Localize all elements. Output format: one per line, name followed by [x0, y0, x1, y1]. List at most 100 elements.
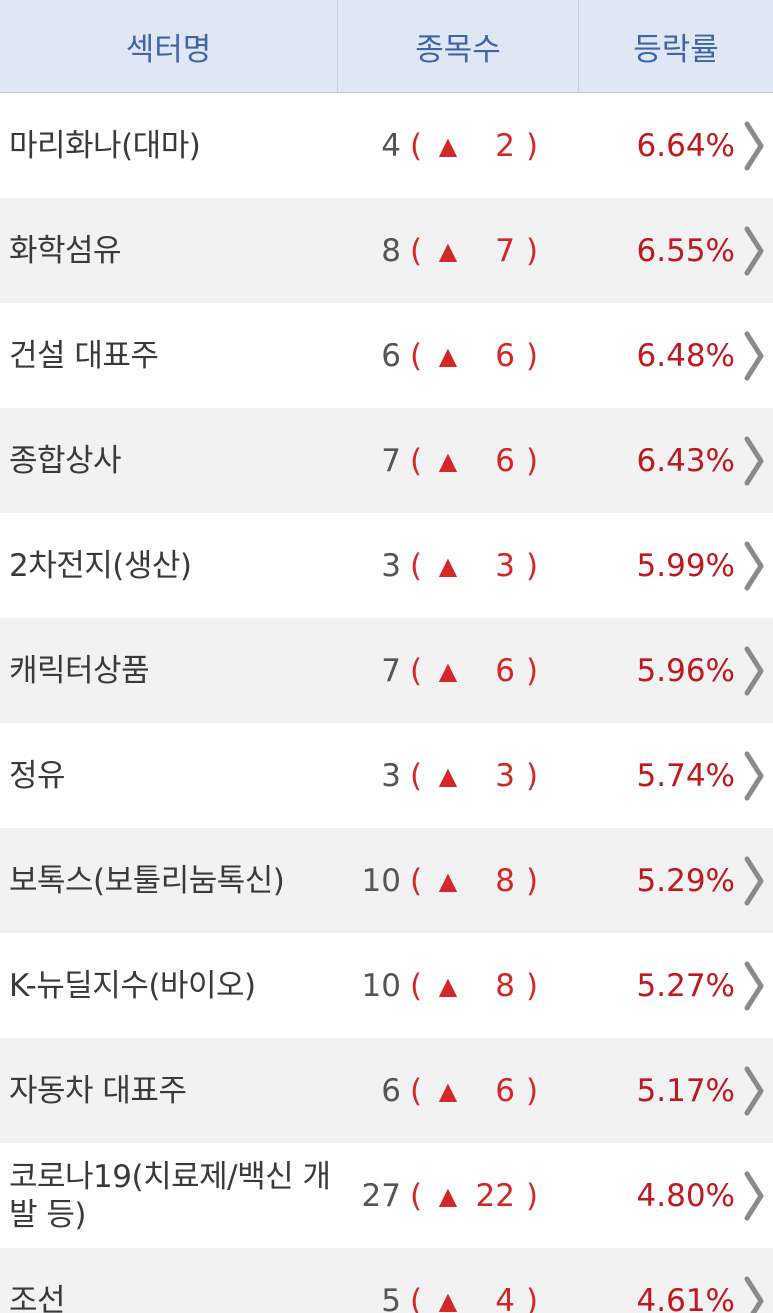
change-rate: 5.96% — [636, 652, 735, 689]
rising-count: 2 — [495, 127, 515, 164]
table-row[interactable]: 건설 대표주 6(▲ 6) 6.48% — [0, 303, 773, 408]
open-paren: ( — [409, 652, 423, 689]
close-paren: ) — [525, 547, 539, 584]
rising-count: 4 — [495, 1282, 515, 1313]
rising-count: 7 — [495, 232, 515, 269]
table-row[interactable]: 화학섬유 8(▲ 7) 6.55% — [0, 198, 773, 303]
total-count: 6 — [381, 337, 401, 374]
chevron-right-icon[interactable] — [735, 1276, 773, 1313]
chevron-right-icon[interactable] — [735, 646, 773, 696]
chevron-right-icon[interactable] — [735, 1066, 773, 1116]
chevron-right-icon[interactable] — [735, 121, 773, 171]
total-count: 3 — [381, 757, 401, 794]
stock-count: 4( ▲ 2) — [338, 128, 579, 164]
chevron-right-icon[interactable] — [735, 961, 773, 1011]
stock-count: 10(▲ 8) — [338, 863, 579, 899]
table-row[interactable]: 종합상사 7(▲ 6) 6.43% — [0, 408, 773, 513]
sector-name: 코로나19(치료제/백신 개발 등) — [9, 1158, 331, 1233]
chevron-right-icon[interactable] — [735, 331, 773, 381]
column-header-count[interactable]: 종목수 — [338, 0, 579, 92]
triangle-up-icon: ▲ — [438, 656, 458, 685]
chevron-right-icon[interactable] — [735, 751, 773, 801]
sector-name: 보톡스(보툴리눔톡신) — [9, 862, 285, 899]
open-paren: ( — [409, 1072, 423, 1109]
triangle-up-icon: ▲ — [438, 866, 458, 895]
close-paren: ) — [525, 127, 539, 164]
open-paren: ( — [409, 757, 423, 794]
sector-name: K-뉴딜지수(바이오) — [9, 967, 256, 1004]
table-body: 마리화나(대마) 4(▲ 2) 6.64% 화학섬유 8(▲ 7) 6.55% 건설 대표주 6(… — [0, 93, 773, 1313]
sector-name: 종합상사 — [9, 442, 122, 479]
chevron-right-icon[interactable] — [735, 226, 773, 276]
triangle-up-icon: ▲ — [438, 341, 458, 370]
sector-name: 캐릭터상품 — [9, 652, 150, 689]
triangle-up-icon: ▲ — [438, 1076, 458, 1105]
rising-count: 6 — [495, 1072, 515, 1109]
total-count: 8 — [381, 232, 401, 269]
sector-name: 정유 — [9, 757, 66, 794]
close-paren: ) — [525, 967, 539, 1004]
table-row[interactable]: 보톡스(보툴리눔톡신) 10(▲ 8) 5.29% — [0, 828, 773, 933]
total-count: 5 — [381, 1282, 401, 1313]
rising-count: 3 — [495, 757, 515, 794]
rising-count: 6 — [495, 652, 515, 689]
rising-count: 8 — [495, 967, 515, 1004]
total-count: 6 — [381, 1072, 401, 1109]
change-rate: 4.80% — [636, 1177, 735, 1214]
table-row[interactable]: 조선 5 (▲ 4) 4.61% — [0, 1248, 773, 1313]
change-rate: 6.43% — [636, 442, 735, 479]
chevron-right-icon[interactable] — [735, 436, 773, 486]
open-paren: ( — [409, 1177, 423, 1214]
stock-count: 3(▲ 3) — [338, 758, 579, 794]
column-header-rate[interactable]: 등락률 — [633, 31, 719, 68]
table-row[interactable]: 2차전지(생산) 3(▲ 3) 5.99% — [0, 513, 773, 618]
table-header: 섹터명 종목수 등락률 — [0, 0, 773, 93]
stock-count: 7(▲ 6) — [338, 653, 579, 689]
table-row[interactable]: K-뉴딜지수(바이오) 10(▲ 8) 5.27% — [0, 933, 773, 1038]
chevron-right-icon[interactable] — [735, 856, 773, 906]
stock-count: 8(▲ 7) — [338, 233, 579, 269]
chevron-right-icon[interactable] — [735, 541, 773, 591]
sector-name: 조선 — [9, 1282, 66, 1313]
close-paren: ) — [525, 1072, 539, 1109]
sector-name: 자동차 대표주 — [9, 1072, 187, 1109]
change-rate: 5.74% — [636, 757, 735, 794]
stock-count: 27(▲ 22) — [338, 1178, 579, 1214]
table-row[interactable]: 정유 3(▲ 3) 5.74% — [0, 723, 773, 828]
triangle-up-icon: ▲ — [438, 1286, 458, 1313]
close-paren: ) — [525, 757, 539, 794]
rising-count: 6 — [495, 337, 515, 374]
total-count: 27 — [361, 1177, 401, 1214]
chevron-right-icon[interactable] — [735, 1171, 773, 1221]
change-rate: 6.48% — [636, 337, 735, 374]
table-row[interactable]: 캐릭터상품 7(▲ 6) 5.96% — [0, 618, 773, 723]
change-rate: 5.99% — [636, 547, 735, 584]
sector-name: 화학섬유 — [9, 232, 122, 269]
table-row[interactable]: 마리화나(대마) 4(▲ 2) 6.64% — [0, 93, 773, 198]
stock-count: 6(▲ 6) — [338, 338, 579, 374]
table-row[interactable]: 코로나19(치료제/백신 개발 등) 27(▲ 22) 4.80% — [0, 1143, 773, 1248]
table-row[interactable]: 자동차 대표주 6(▲ 6) 5.17% — [0, 1038, 773, 1143]
triangle-up-icon: ▲ — [438, 761, 458, 790]
triangle-up-icon: ▲ — [438, 551, 458, 580]
change-rate: 6.55% — [636, 232, 735, 269]
total-count: 10 — [361, 862, 401, 899]
rising-count: 8 — [495, 862, 515, 899]
column-header-sector[interactable]: 섹터명 — [0, 0, 338, 92]
close-paren: ) — [525, 337, 539, 374]
triangle-up-icon: ▲ — [438, 131, 458, 160]
triangle-up-icon: ▲ — [438, 446, 458, 475]
open-paren: ( — [409, 127, 423, 164]
triangle-up-icon: ▲ — [438, 971, 458, 1000]
stock-count: 10(▲ 8) — [338, 968, 579, 1004]
change-rate: 5.29% — [636, 862, 735, 899]
sector-name: 2차전지(생산) — [9, 547, 192, 584]
total-count: 4 — [381, 127, 401, 164]
change-rate: 5.27% — [636, 967, 735, 1004]
stock-count: 5 (▲ 4) — [338, 1283, 579, 1313]
close-paren: ) — [525, 862, 539, 899]
close-paren: ) — [525, 442, 539, 479]
sector-name: 마리화나(대마) — [9, 127, 201, 164]
close-paren: ) — [525, 1177, 539, 1214]
